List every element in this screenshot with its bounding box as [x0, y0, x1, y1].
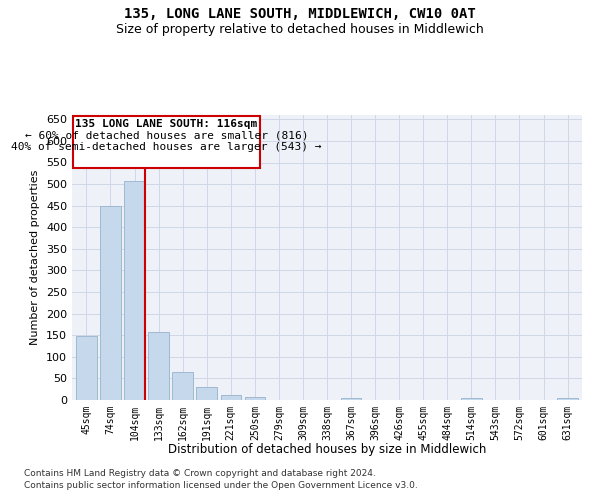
Bar: [245, 396, 265, 400]
Text: Contains HM Land Registry data © Crown copyright and database right 2024.: Contains HM Land Registry data © Crown c…: [24, 468, 376, 477]
Text: 135 LONG LANE SOUTH: 116sqm: 135 LONG LANE SOUTH: 116sqm: [75, 120, 257, 130]
Text: 135, LONG LANE SOUTH, MIDDLEWICH, CW10 0AT: 135, LONG LANE SOUTH, MIDDLEWICH, CW10 0…: [124, 8, 476, 22]
Bar: [461, 398, 482, 400]
Bar: [76, 336, 97, 400]
Bar: [221, 395, 241, 400]
Bar: [341, 398, 361, 400]
Bar: [196, 387, 217, 400]
Text: Contains public sector information licensed under the Open Government Licence v3: Contains public sector information licen…: [24, 481, 418, 490]
Y-axis label: Number of detached properties: Number of detached properties: [31, 170, 40, 345]
FancyBboxPatch shape: [73, 116, 260, 168]
Bar: [100, 206, 121, 400]
Text: Distribution of detached houses by size in Middlewich: Distribution of detached houses by size …: [168, 442, 486, 456]
Text: ← 60% of detached houses are smaller (816): ← 60% of detached houses are smaller (81…: [25, 130, 308, 140]
Bar: [172, 372, 193, 400]
Bar: [124, 181, 145, 400]
Text: Size of property relative to detached houses in Middlewich: Size of property relative to detached ho…: [116, 22, 484, 36]
Text: 40% of semi-detached houses are larger (543) →: 40% of semi-detached houses are larger (…: [11, 142, 322, 152]
Bar: [148, 332, 169, 400]
Bar: [557, 398, 578, 400]
